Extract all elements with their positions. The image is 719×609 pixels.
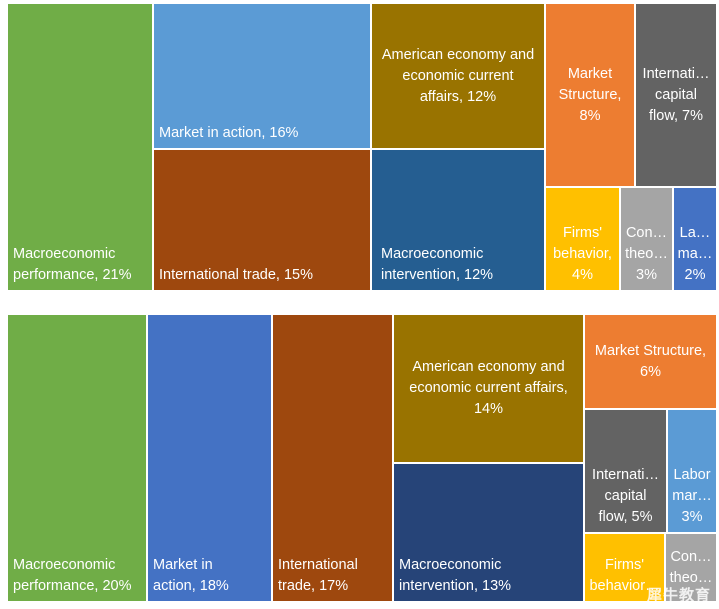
cell-international-trade: International trade, 17% bbox=[273, 315, 392, 601]
cell-firms-behavior: Firms' behavior… bbox=[585, 534, 664, 601]
treemap-top: Macroeconomic performance, 21% Market in … bbox=[0, 0, 719, 292]
cell-label: Internati… capital flow, 7% bbox=[642, 65, 710, 124]
cell-macroeconomic-intervention: Macroeconomic intervention, 12% bbox=[372, 150, 544, 290]
cell-market-in-action: Market in action, 16% bbox=[154, 4, 370, 148]
cell-american-economy: American economy and economic current affa… bbox=[372, 4, 544, 148]
cell-market-structure: Market Structure, 6% bbox=[585, 315, 716, 408]
cell-label: Con… theo… bbox=[669, 548, 713, 586]
cell-label: Con… theo… 3% bbox=[625, 225, 668, 283]
cell-label: International trade, 17% bbox=[278, 557, 358, 594]
cell-consumer-theory: Con… theo… bbox=[666, 534, 716, 601]
cell-label: Labor mar… 3% bbox=[672, 467, 712, 525]
cell-label: Macroeconomic intervention, 12% bbox=[381, 246, 494, 283]
cell-labor-market: La… ma… 2% bbox=[674, 188, 716, 290]
cell-label: Internati… capital flow, 5% bbox=[592, 467, 659, 525]
watermark-logo: 犀牛教育 bbox=[646, 587, 711, 604]
cell-macroeconomic-intervention: Macroeconomic intervention, 13% bbox=[394, 464, 583, 601]
cell-market-structure: Market Structure, 8% bbox=[546, 4, 634, 186]
cell-label: American economy and economic current aff… bbox=[409, 359, 568, 417]
cell-international-capital-flow: Internati… capital flow, 7% bbox=[636, 4, 716, 186]
cell-label: Firms' behavior… bbox=[589, 557, 660, 594]
cell-macroeconomic-performance: Macroeconomic performance, 20% bbox=[8, 315, 146, 601]
cell-american-economy: American economy and economic current aff… bbox=[394, 315, 583, 462]
cell-label: Macroeconomic intervention, 13% bbox=[399, 557, 512, 594]
cell-international-trade: International trade, 15% bbox=[154, 150, 370, 290]
cell-consumer-theory: Con… theo… 3% bbox=[621, 188, 672, 290]
cell-label: Market in action, 16% bbox=[159, 125, 299, 141]
cell-label: American economy and economic current affa… bbox=[381, 46, 535, 105]
cell-label: Macroeconomic performance, 21% bbox=[13, 246, 132, 283]
cell-international-capital-flow: Internati… capital flow, 5% bbox=[585, 410, 666, 532]
cell-macroeconomic-performance: Macroeconomic performance, 21% bbox=[8, 4, 152, 290]
cell-label: Firms' behavior, 4% bbox=[553, 225, 612, 283]
cell-labor-market: Labor mar… 3% bbox=[668, 410, 716, 532]
cell-label: Market Structure, 8% bbox=[558, 65, 622, 124]
cell-label: Market Structure, 6% bbox=[594, 342, 707, 380]
cell-market-in-action: Market in action, 18% bbox=[148, 315, 271, 601]
cell-label: International trade, 15% bbox=[159, 267, 313, 283]
cell-label: Market in action, 18% bbox=[153, 557, 229, 594]
cell-label: La… ma… 2% bbox=[677, 225, 713, 283]
cell-firms-behavior: Firms' behavior, 4% bbox=[546, 188, 619, 290]
cell-label: Macroeconomic performance, 20% bbox=[13, 557, 132, 594]
